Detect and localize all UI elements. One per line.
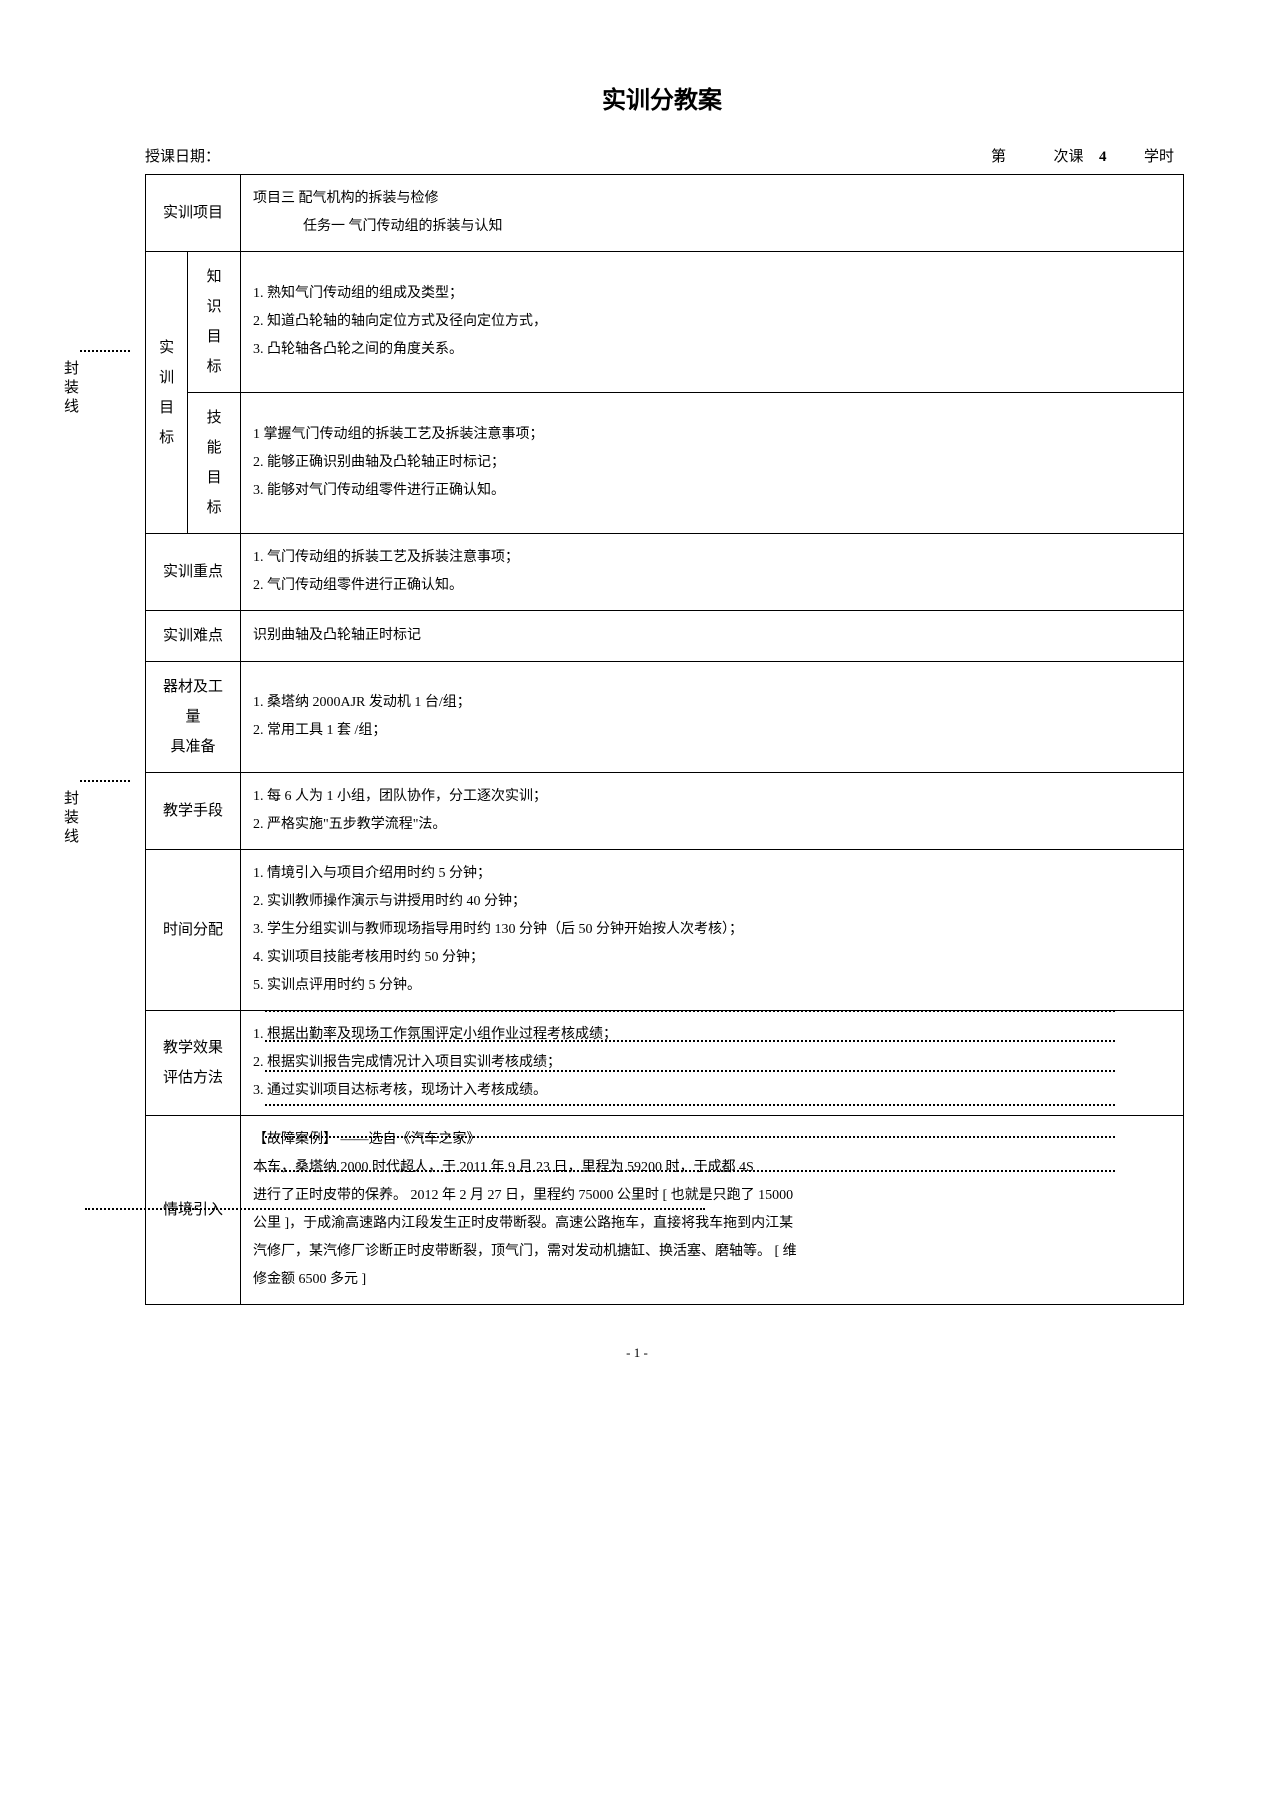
time-label: 时间分配 — [146, 850, 241, 1011]
assessment-content: 1. 根据出勤率及现场工作氛围评定小组作业过程考核成绩； 2. 根据实训报告完成… — [241, 1011, 1184, 1116]
difficulty-content: 识别曲轴及凸轮轴正时标记 — [241, 611, 1184, 662]
time-content: 1. 情境引入与项目介绍用时约 5 分钟； 2. 实训教师操作演示与讲授用时约 … — [241, 850, 1184, 1011]
skill-label: 技能目标 — [188, 393, 241, 534]
dotted-marker — [265, 1104, 1115, 1106]
dotted-marker — [265, 1010, 1115, 1012]
dotted-marker — [80, 350, 130, 352]
equipment-label: 器材及工量具准备 — [146, 662, 241, 773]
difficulty-label: 实训难点 — [146, 611, 241, 662]
method-content: 1. 每 6 人为 1 小组，团队协作，分工逐次实训； 2. 严格实施"五步教学… — [241, 773, 1184, 850]
method-label: 教学手段 — [146, 773, 241, 850]
focus-label: 实训重点 — [146, 534, 241, 611]
project-line1: 项目三 配气机构的拆装与检修 — [253, 185, 1171, 213]
dotted-marker-long — [85, 1208, 705, 1210]
session-label: 第 — [991, 149, 1006, 165]
dotted-marker — [265, 1136, 1115, 1138]
dotted-marker — [265, 1070, 1115, 1072]
dotted-marker — [265, 1170, 1115, 1172]
focus-content: 1. 气门传动组的拆装工艺及拆装注意事项； 2. 气门传动组零件进行正确认知。 — [241, 534, 1184, 611]
knowledge-content: 1. 熟知气门传动组的组成及类型； 2. 知道凸轮轴的轴向定位方式及径向定位方式… — [241, 252, 1184, 393]
header-row: 授课日期： 第 次课 4 学时 — [145, 145, 1174, 166]
dotted-marker — [265, 1040, 1115, 1042]
skill-content: 1 掌握气门传动组的拆装工艺及拆装注意事项； 2. 能够正确识别曲轴及凸轮轴正时… — [241, 393, 1184, 534]
hours-value: 4 — [1099, 149, 1107, 165]
project-label: 实训项目 — [146, 175, 241, 252]
intro-content: 【故障案例】 ——选自《汽车之家》 本车，桑塔纳 2000 时代超人，于 201… — [241, 1116, 1184, 1305]
page-number: - 1 - — [90, 1345, 1184, 1361]
goals-main-label: 实训目标 — [146, 252, 188, 534]
side-label-1: 封装线 — [60, 360, 81, 417]
project-line2: 任务一 气门传动组的拆装与认知 — [253, 213, 1171, 241]
page-title: 实训分教案 — [140, 80, 1184, 115]
hours-suffix: 学时 — [1144, 149, 1174, 165]
assessment-label: 教学效果评估方法 — [146, 1011, 241, 1116]
knowledge-label: 知识目标 — [188, 252, 241, 393]
side-label-2: 封装线 — [60, 790, 81, 847]
session-suffix: 次课 — [1053, 149, 1083, 165]
project-content: 项目三 配气机构的拆装与检修 任务一 气门传动组的拆装与认知 — [241, 175, 1184, 252]
dotted-marker — [80, 780, 130, 782]
equipment-content: 1. 桑塔纳 2000AJR 发动机 1 台/组； 2. 常用工具 1 套 /组… — [241, 662, 1184, 773]
intro-label: 情境引入 — [146, 1116, 241, 1305]
date-label: 授课日期： — [145, 145, 220, 166]
